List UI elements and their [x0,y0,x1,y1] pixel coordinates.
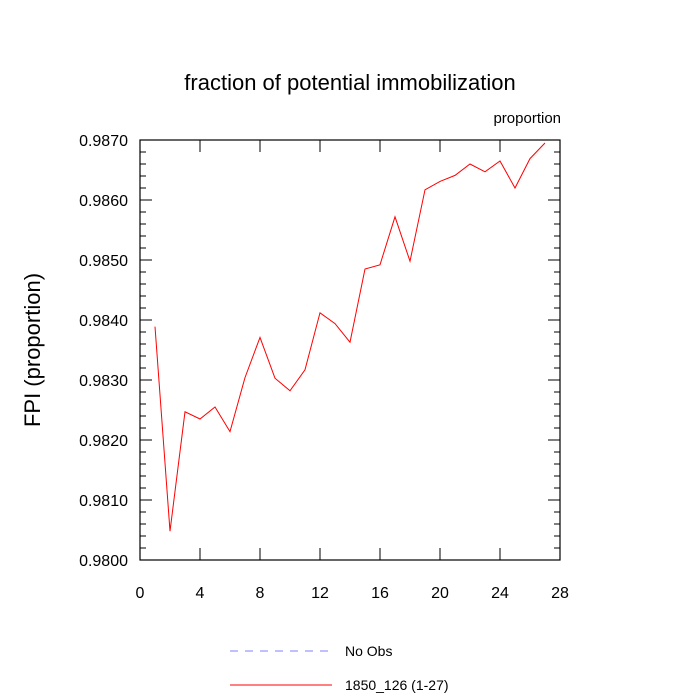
y-tick-label: 0.9870 [79,133,128,150]
x-tick-label: 16 [371,585,389,602]
x-tick-label: 8 [256,585,265,602]
legend: No Obs 1850_126 (1-27) [230,643,449,693]
series-line [154,142,546,532]
y-tick-label: 0.9830 [79,373,128,390]
y-tick-label: 0.9840 [79,313,128,330]
x-tick-label: 0 [136,585,145,602]
x-tick-label: 28 [551,585,569,602]
y-tick-label: 0.9850 [79,253,128,270]
chart-title: fraction of potential immobilization [184,70,515,95]
x-tick-label: 4 [196,585,205,602]
y-tick-label: 0.9860 [79,193,128,210]
tick-layer: 0 4 8 12 16 20 24 28 0.9800 0.9810 0.9820 0.9830 0.9… [79,133,569,602]
y-tick-label: 0.9810 [79,493,128,510]
y-axis-label: FPI (proportion) [20,273,45,427]
x-tick-label: 20 [431,585,449,602]
legend-label-no-obs: No Obs [345,643,392,659]
series-layer [154,142,546,532]
legend-label-1850-126: 1850_126 (1-27) [345,677,449,693]
y-tick-label: 0.9820 [79,433,128,450]
x-tick-label: 24 [491,585,509,602]
x-tick-label: 12 [311,585,329,602]
plot-frame [139,139,561,561]
units-label: proportion [493,110,561,127]
y-tick-label: 0.9800 [79,553,128,570]
